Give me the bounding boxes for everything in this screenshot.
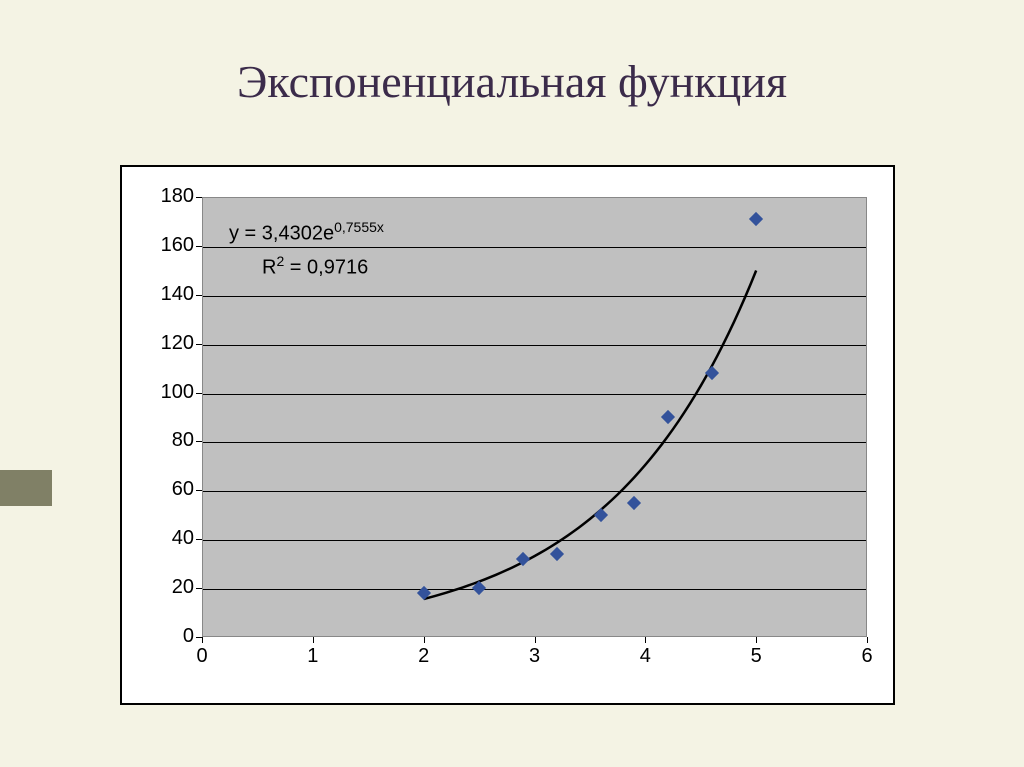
y-tick-mark — [196, 539, 202, 540]
y-tick-mark — [196, 441, 202, 442]
x-tick-mark — [756, 637, 757, 643]
slide: Экспоненциальная функция y = 3,4302e0,75… — [0, 0, 1024, 767]
y-tick-mark — [196, 393, 202, 394]
x-tick-label: 0 — [187, 645, 217, 668]
gridline — [203, 247, 866, 248]
x-tick-label: 1 — [298, 645, 328, 668]
accent-bar — [0, 470, 52, 506]
y-tick-label: 60 — [144, 478, 194, 501]
y-tick-mark — [196, 295, 202, 296]
chart-container: y = 3,4302e0,7555x R2 = 0,9716 0 20 40 60 80… — [120, 165, 895, 705]
y-tick-label: 40 — [144, 527, 194, 550]
y-tick-label: 80 — [144, 429, 194, 452]
y-tick-label: 180 — [144, 185, 194, 208]
y-tick-label: 120 — [144, 332, 194, 355]
x-tick-mark — [645, 637, 646, 643]
gridline — [203, 442, 866, 443]
x-tick-label: 4 — [630, 645, 660, 668]
x-tick-mark — [202, 637, 203, 643]
x-tick-mark — [424, 637, 425, 643]
trendline-equation: y = 3,4302e0,7555x — [229, 219, 384, 246]
slide-title: Экспоненциальная функция — [0, 55, 1024, 108]
y-tick-mark — [196, 246, 202, 247]
r-squared-label: R2 = 0,9716 — [262, 253, 368, 280]
y-tick-label: 100 — [144, 381, 194, 404]
gridline — [203, 394, 866, 395]
x-tick-label: 5 — [741, 645, 771, 668]
y-tick-label: 140 — [144, 283, 194, 306]
gridline — [203, 540, 866, 541]
gridline — [203, 345, 866, 346]
y-tick-label: 160 — [144, 234, 194, 257]
gridline — [203, 491, 866, 492]
gridline — [203, 589, 866, 590]
y-tick-mark — [196, 197, 202, 198]
x-tick-mark — [867, 637, 868, 643]
x-tick-label: 3 — [520, 645, 550, 668]
y-tick-mark — [196, 344, 202, 345]
x-tick-mark — [313, 637, 314, 643]
y-tick-label: 20 — [144, 576, 194, 599]
x-tick-mark — [535, 637, 536, 643]
y-tick-mark — [196, 588, 202, 589]
y-tick-mark — [196, 490, 202, 491]
x-tick-label: 2 — [409, 645, 439, 668]
gridline — [203, 296, 866, 297]
x-tick-label: 6 — [852, 645, 882, 668]
